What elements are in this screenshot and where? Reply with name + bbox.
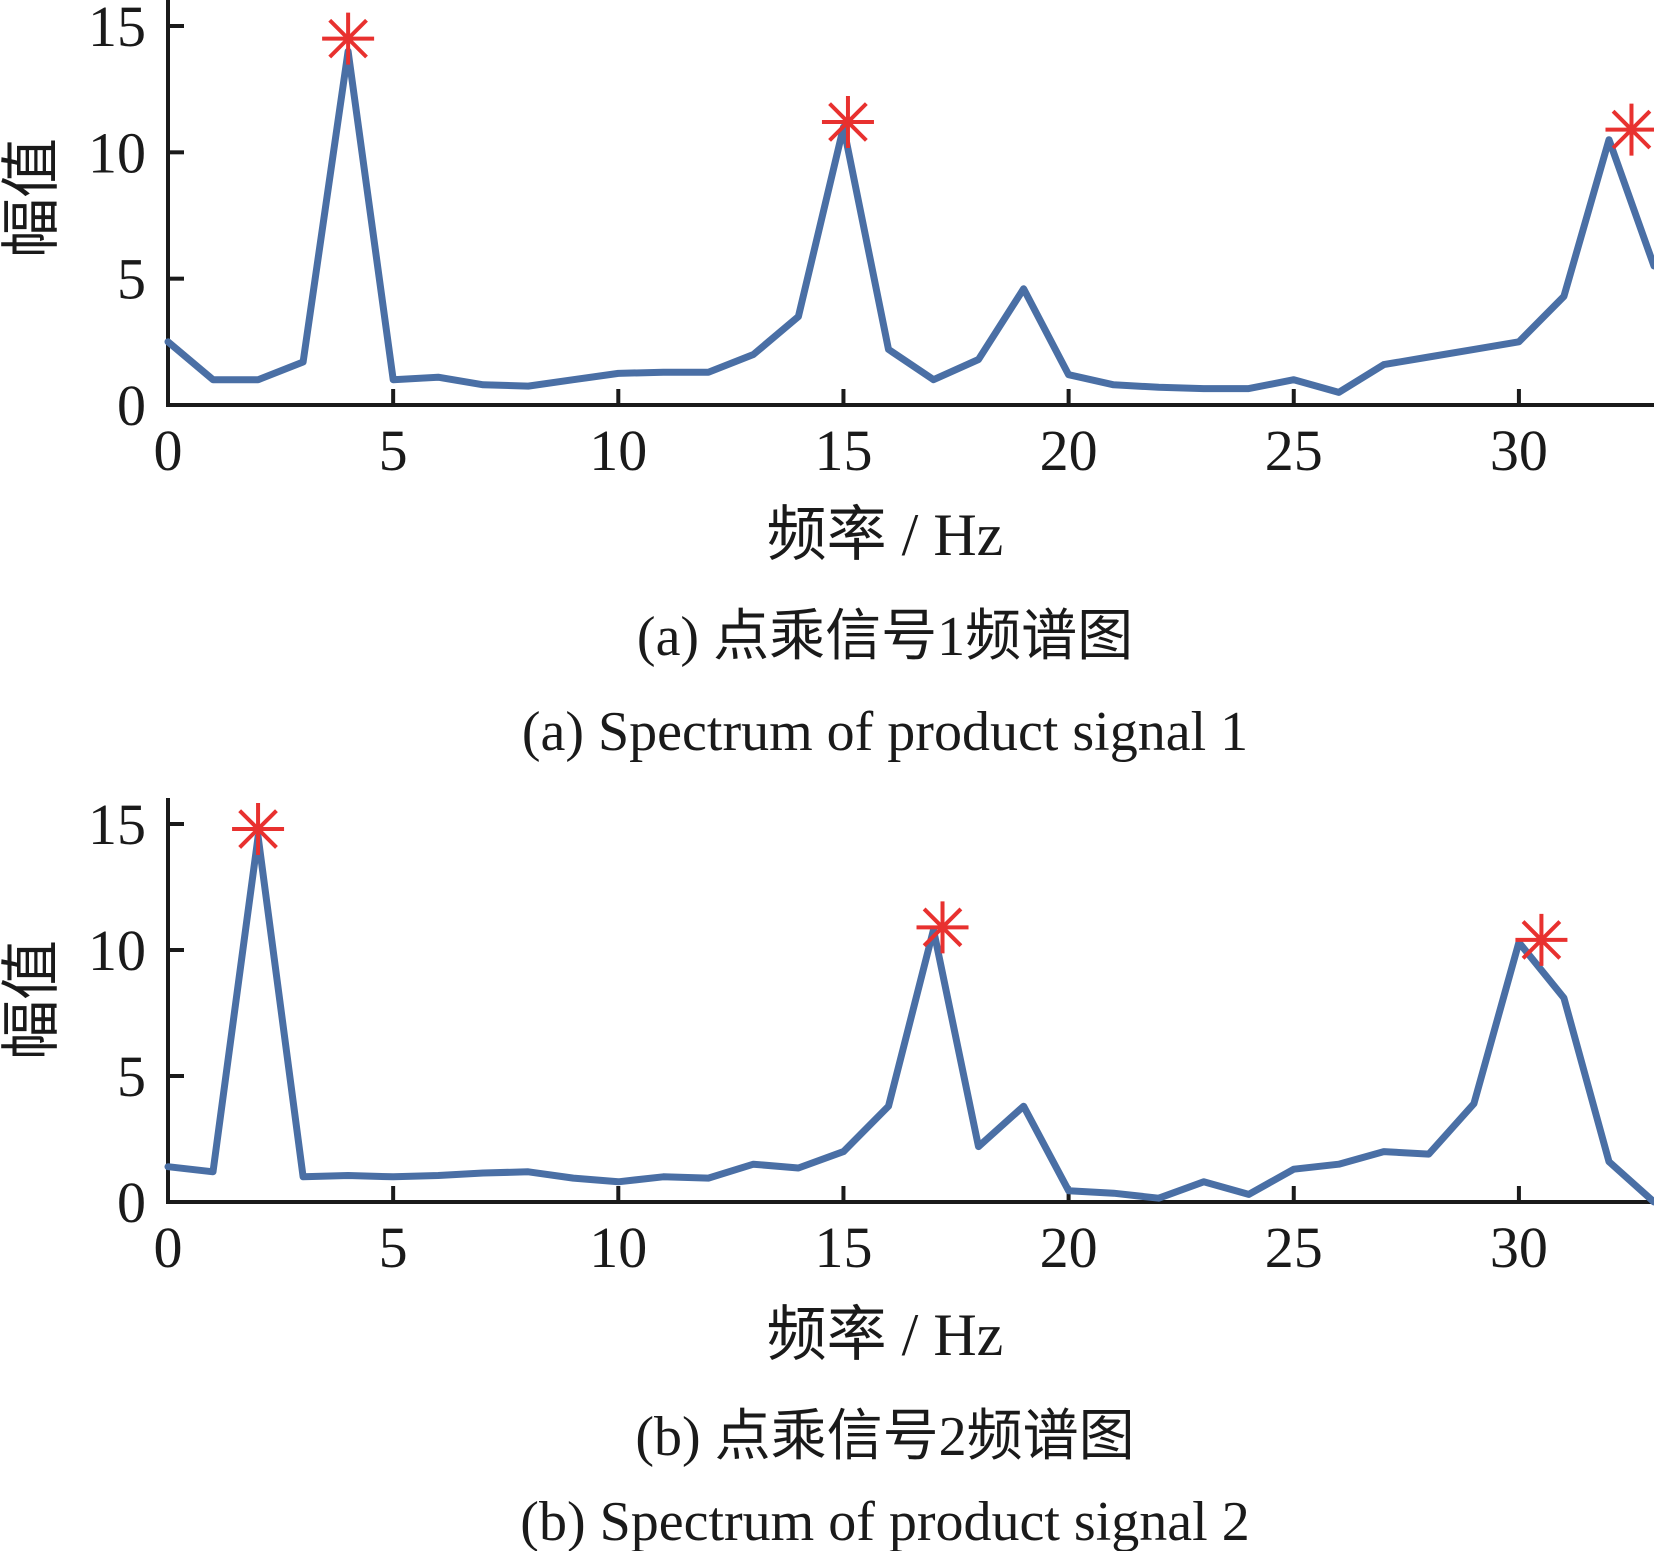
peak-marker-b bbox=[916, 901, 969, 954]
caption-cn-b: (b) 点乘信号2频谱图 bbox=[635, 1406, 1134, 1468]
y-tick-label-b: 10 bbox=[88, 918, 146, 983]
x-tick-label-a: 30 bbox=[1490, 418, 1548, 483]
y-tick-label-b: 0 bbox=[117, 1170, 146, 1235]
x-tick-label-a: 15 bbox=[814, 418, 872, 483]
peak-marker-b bbox=[232, 803, 285, 856]
x-tick-label-a: 20 bbox=[1040, 418, 1098, 483]
y-tick-label-b: 5 bbox=[117, 1044, 146, 1109]
caption-en-a: (a) Spectrum of product signal 1 bbox=[522, 701, 1248, 763]
peak-marker-a bbox=[322, 12, 375, 65]
plot-area-a: 0 5 10 15 20 25 30 0 5 10 15 bbox=[88, 0, 1654, 483]
x-tick-label-b: 25 bbox=[1265, 1215, 1323, 1280]
y-axis-title-b: 幅值 bbox=[0, 940, 65, 1060]
x-tick-label-a: 0 bbox=[154, 418, 183, 483]
chart-panel-b: 0 5 10 15 20 25 30 0 5 10 15 幅值 频率 / Hz (b) 点乘信号2频… bbox=[0, 792, 1654, 1551]
x-axis-title-b: 频率 / Hz bbox=[767, 1302, 1004, 1368]
x-tick-label-b: 20 bbox=[1040, 1215, 1098, 1280]
y-tick-label-a: 5 bbox=[117, 247, 146, 312]
x-tick-label-b: 10 bbox=[589, 1215, 647, 1280]
y-tick-label-a: 10 bbox=[88, 120, 146, 185]
peak-marker-b bbox=[1515, 913, 1568, 966]
x-tick-label-a: 5 bbox=[379, 418, 408, 483]
caption-en-b: (b) Spectrum of product signal 2 bbox=[520, 1491, 1249, 1551]
caption-cn-a: (a) 点乘信号1频谱图 bbox=[637, 606, 1133, 668]
y-tick-label-a: 15 bbox=[88, 0, 146, 59]
chart-panel-a: 0 5 10 15 20 25 30 0 5 10 15 幅值 频率 / Hz (a) 点乘信号1频… bbox=[0, 0, 1654, 763]
y-tick-label-a: 0 bbox=[117, 373, 146, 438]
x-tick-label-a: 25 bbox=[1265, 418, 1323, 483]
plot-area-b: 0 5 10 15 20 25 30 0 5 10 15 bbox=[88, 792, 1654, 1280]
spectrum-line-a bbox=[164, 47, 1654, 396]
x-tick-label-b: 15 bbox=[814, 1215, 872, 1280]
peak-marker-a bbox=[821, 96, 874, 149]
x-axis-title-a: 频率 / Hz bbox=[767, 502, 1004, 568]
x-tick-label-a: 10 bbox=[589, 418, 647, 483]
y-axis-title-a: 幅值 bbox=[0, 138, 65, 258]
x-tick-label-b: 0 bbox=[154, 1215, 183, 1280]
x-tick-label-b: 5 bbox=[379, 1215, 408, 1280]
peak-marker-a bbox=[1605, 103, 1654, 156]
y-tick-label-b: 15 bbox=[88, 792, 146, 857]
x-tick-label-b: 30 bbox=[1490, 1215, 1548, 1280]
spectrum-line-b bbox=[164, 833, 1654, 1206]
